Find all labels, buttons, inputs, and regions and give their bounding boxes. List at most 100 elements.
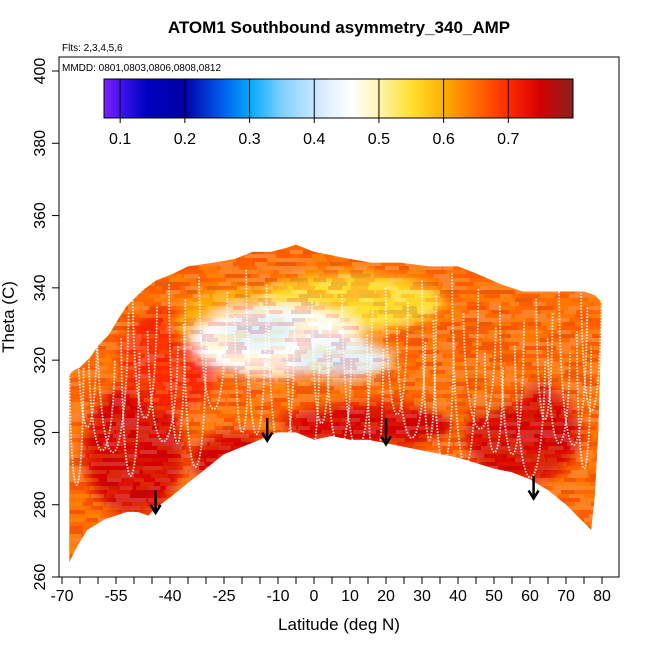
field-cell bbox=[148, 530, 164, 534]
field-cell bbox=[259, 398, 272, 402]
field-cell bbox=[371, 326, 385, 330]
field-cell bbox=[179, 550, 201, 554]
field-cell bbox=[270, 338, 293, 342]
field-cell bbox=[321, 554, 339, 558]
field-cell bbox=[489, 414, 510, 418]
field-cell bbox=[562, 314, 577, 318]
field-cell bbox=[213, 462, 229, 466]
field-cell bbox=[423, 558, 440, 562]
field-cell bbox=[70, 274, 92, 278]
field-cell bbox=[420, 462, 439, 466]
field-cell bbox=[186, 342, 210, 346]
field-cell bbox=[253, 486, 273, 490]
field-cell bbox=[98, 410, 117, 414]
field-cell bbox=[256, 422, 272, 426]
field-cell bbox=[596, 458, 602, 462]
flight-track bbox=[396, 327, 427, 439]
field-cell bbox=[504, 262, 520, 266]
field-cell bbox=[529, 274, 550, 278]
field-cell bbox=[380, 490, 401, 494]
field-cell bbox=[289, 330, 313, 334]
field-cell bbox=[447, 338, 470, 342]
field-cell bbox=[336, 366, 359, 370]
field-cell bbox=[200, 438, 215, 442]
field-cell bbox=[107, 366, 131, 370]
field-cell bbox=[398, 286, 411, 290]
field-cell bbox=[451, 426, 469, 430]
field-cell bbox=[339, 498, 357, 502]
field-cell bbox=[174, 438, 197, 442]
field-cell bbox=[277, 498, 297, 502]
field-cell bbox=[197, 526, 219, 530]
field-cell bbox=[570, 318, 587, 322]
field-cell bbox=[318, 326, 342, 330]
field-cell bbox=[81, 298, 105, 302]
field-cell bbox=[337, 530, 353, 534]
field-cell bbox=[573, 538, 590, 542]
field-cell bbox=[506, 350, 528, 354]
field-cell bbox=[552, 546, 568, 550]
field-cell bbox=[340, 474, 354, 478]
field-cell bbox=[214, 298, 230, 302]
field-cell bbox=[231, 558, 245, 562]
field-cell bbox=[234, 330, 258, 334]
field-cell bbox=[306, 490, 325, 494]
field-cell bbox=[271, 502, 295, 506]
field-cell bbox=[510, 518, 527, 522]
field-cell bbox=[568, 474, 588, 478]
field-cell bbox=[373, 518, 391, 522]
field-cell bbox=[216, 538, 238, 542]
field-cell bbox=[296, 406, 320, 410]
field-cell bbox=[118, 450, 141, 454]
field-cell bbox=[352, 546, 375, 550]
field-cell bbox=[200, 266, 217, 270]
field-cell bbox=[514, 282, 538, 286]
field-cell bbox=[449, 550, 468, 554]
field-cell bbox=[418, 410, 435, 414]
field-cell bbox=[83, 530, 102, 534]
field-cell bbox=[402, 306, 417, 310]
field-cell bbox=[477, 522, 490, 526]
field-cell bbox=[425, 298, 440, 302]
field-cell bbox=[518, 486, 534, 490]
field-cell bbox=[87, 554, 105, 558]
field-cell bbox=[578, 546, 596, 550]
field-cell bbox=[121, 314, 134, 318]
field-cell bbox=[106, 538, 122, 542]
field-cell bbox=[294, 322, 308, 326]
field-cell bbox=[524, 262, 544, 266]
field-cell bbox=[507, 510, 529, 514]
field-cell bbox=[234, 374, 256, 378]
field-cell bbox=[147, 258, 167, 262]
field-cell bbox=[232, 482, 249, 486]
field-cell bbox=[493, 546, 510, 550]
field-cell bbox=[255, 406, 275, 410]
field-cell bbox=[141, 322, 154, 326]
field-cell bbox=[101, 282, 123, 286]
field-cell bbox=[477, 458, 495, 462]
field-cell bbox=[400, 330, 414, 334]
field-cell bbox=[265, 278, 283, 282]
field-cell bbox=[167, 494, 189, 498]
field-cell bbox=[156, 326, 171, 330]
field-cell bbox=[446, 398, 464, 402]
field-cell bbox=[189, 422, 211, 426]
field-cell bbox=[258, 298, 272, 302]
field-cell bbox=[493, 290, 514, 294]
field-cell bbox=[224, 474, 248, 478]
field-cell bbox=[180, 330, 200, 334]
field-cell bbox=[120, 542, 141, 546]
field-cell bbox=[408, 538, 427, 542]
field-cell bbox=[527, 478, 549, 482]
field-cell bbox=[575, 334, 596, 338]
field-cell bbox=[70, 290, 89, 294]
field-cell bbox=[233, 378, 252, 382]
field-cell bbox=[70, 530, 90, 534]
field-cell bbox=[129, 266, 151, 270]
field-cell bbox=[397, 442, 410, 446]
colorbar-tick-label: 0.7 bbox=[497, 131, 519, 148]
field-cell bbox=[374, 378, 398, 382]
field-cell bbox=[428, 346, 448, 350]
field-cell bbox=[160, 482, 184, 486]
